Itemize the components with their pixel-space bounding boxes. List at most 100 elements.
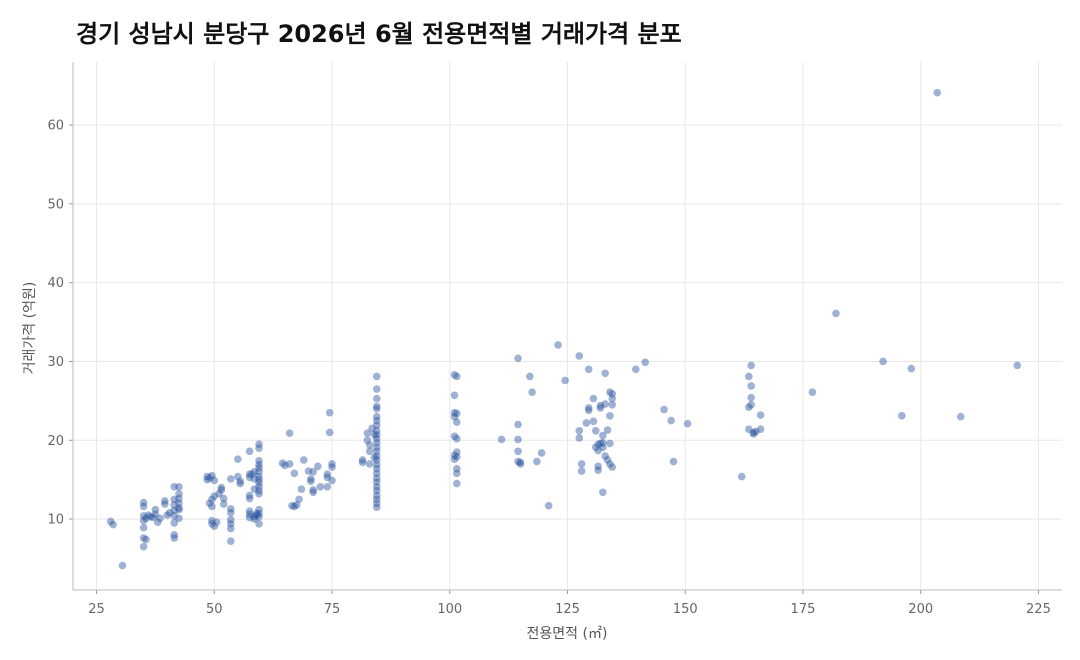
data-point (255, 460, 263, 469)
data-point (255, 456, 263, 465)
data-point (584, 404, 593, 412)
data-point (245, 447, 254, 456)
data-point (170, 531, 179, 539)
data-point (450, 432, 459, 441)
data-point (544, 501, 553, 510)
data-point (898, 412, 906, 420)
x-tick-label: 125 (555, 602, 580, 617)
data-point (372, 438, 381, 447)
data-point (142, 514, 150, 523)
data-point (1013, 361, 1022, 370)
y-axis-title: 거래가격 (억원) (22, 282, 38, 375)
data-point (756, 425, 765, 434)
data-point (328, 463, 336, 471)
data-point (370, 453, 379, 462)
data-point (161, 500, 169, 508)
data-point (314, 462, 322, 471)
data-point (144, 511, 153, 519)
data-point (372, 385, 381, 393)
data-point (309, 467, 317, 476)
data-point (248, 470, 256, 478)
data-point (234, 472, 242, 481)
data-point (596, 404, 605, 412)
data-point (290, 469, 299, 478)
data-point (608, 463, 617, 471)
data-point (749, 430, 758, 438)
data-point (250, 475, 259, 483)
data-point (641, 358, 650, 367)
data-point (372, 486, 381, 495)
data-point (139, 512, 148, 520)
data-point (591, 427, 600, 435)
data-point (170, 501, 179, 509)
data-point (285, 429, 294, 437)
data-point (215, 490, 223, 498)
data-point (226, 537, 235, 545)
data-point (450, 408, 459, 417)
data-point (175, 514, 183, 523)
data-point (596, 439, 605, 448)
data-point (250, 515, 259, 523)
data-point (584, 365, 593, 374)
data-point (309, 488, 317, 497)
data-point (370, 430, 379, 439)
data-point (163, 511, 171, 519)
data-point (285, 460, 294, 468)
data-point (205, 499, 214, 508)
data-point (453, 469, 461, 478)
data-point (307, 477, 315, 486)
y-tick-label: 30 (47, 355, 64, 370)
data-point (372, 447, 381, 456)
data-point (217, 486, 226, 494)
data-point (175, 490, 183, 498)
data-point (255, 490, 263, 498)
y-tick-label: 60 (47, 119, 64, 134)
data-point (497, 435, 506, 444)
data-point (372, 430, 381, 439)
data-point (255, 486, 263, 495)
data-point (109, 520, 117, 529)
data-point (175, 504, 183, 512)
data-point (450, 391, 459, 400)
data-point (537, 449, 546, 457)
y-tick-label: 40 (47, 276, 64, 291)
data-point (606, 439, 614, 448)
data-point (292, 501, 301, 509)
data-point (589, 394, 598, 403)
x-tick-label: 50 (206, 602, 223, 617)
data-point (533, 457, 541, 466)
data-point (255, 479, 263, 487)
data-point (139, 502, 148, 511)
data-point (290, 502, 299, 511)
data-point (608, 394, 617, 403)
data-point (245, 470, 254, 478)
data-point (236, 477, 244, 486)
data-point (601, 452, 609, 460)
data-point (208, 495, 216, 504)
data-point (372, 464, 381, 473)
x-tick-label: 150 (673, 602, 698, 617)
data-point (747, 401, 755, 409)
data-point (363, 436, 372, 445)
data-point (208, 516, 216, 525)
data-point (450, 412, 459, 421)
data-point (255, 509, 263, 518)
data-point (594, 462, 602, 471)
data-point (879, 357, 887, 366)
data-point (372, 491, 381, 500)
data-point (631, 365, 640, 374)
data-point (514, 435, 522, 444)
data-point (255, 505, 263, 514)
data-point (372, 372, 381, 381)
data-point (299, 456, 308, 464)
data-point (210, 522, 219, 530)
data-point (288, 501, 296, 510)
data-point (106, 517, 115, 526)
data-point (575, 434, 584, 442)
data-point (208, 471, 216, 480)
data-points (106, 88, 1022, 570)
x-tick-label: 225 (1026, 602, 1051, 617)
data-point (667, 416, 675, 425)
data-point (601, 400, 609, 408)
